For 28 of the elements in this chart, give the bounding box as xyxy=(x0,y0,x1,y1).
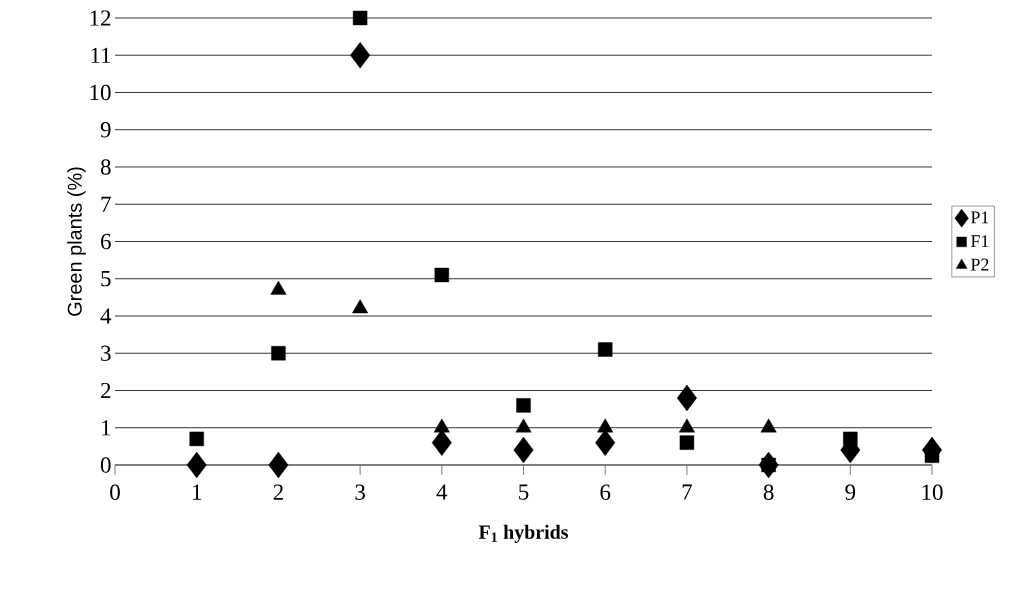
legend-label: F1 xyxy=(970,235,989,248)
x-tick-label: 2 xyxy=(273,484,283,500)
x-axis-title: F$_{1}$ hybrids xyxy=(478,524,568,543)
x-tick-label: 1 xyxy=(193,484,202,500)
legend-label: P1 xyxy=(970,211,989,224)
y-tick-label: 5 xyxy=(101,271,111,287)
y-tick-label: 11 xyxy=(91,47,111,63)
y-tick-label: 0 xyxy=(100,457,111,473)
legend-label: P2 xyxy=(970,258,989,271)
y-tick-label: 1 xyxy=(102,420,111,436)
x-tick-label: 8 xyxy=(763,484,774,500)
y-tick-label: 12 xyxy=(90,10,111,26)
y-tick-label: 6 xyxy=(101,233,111,250)
y-axis-title: Green plants (%) xyxy=(67,167,86,316)
x-tick-label: 7 xyxy=(682,484,692,500)
x-tick-label: 6 xyxy=(600,484,611,500)
x-tick-label: 4 xyxy=(436,484,448,500)
x-tick-label: 9 xyxy=(845,484,856,500)
y-tick-label: 4 xyxy=(100,308,112,324)
y-tick-label: 3 xyxy=(101,345,111,361)
y-tick-label: 2 xyxy=(101,382,111,399)
y-tick-label: 7 xyxy=(101,196,111,212)
y-tick-label: 8 xyxy=(100,159,111,175)
x-tick-label: 10 xyxy=(922,484,943,500)
x-tick-label: 3 xyxy=(355,484,365,500)
y-tick-label: 9 xyxy=(100,122,111,138)
y-tick-label: 10 xyxy=(90,84,111,101)
x-tick-label: 5 xyxy=(519,484,529,500)
